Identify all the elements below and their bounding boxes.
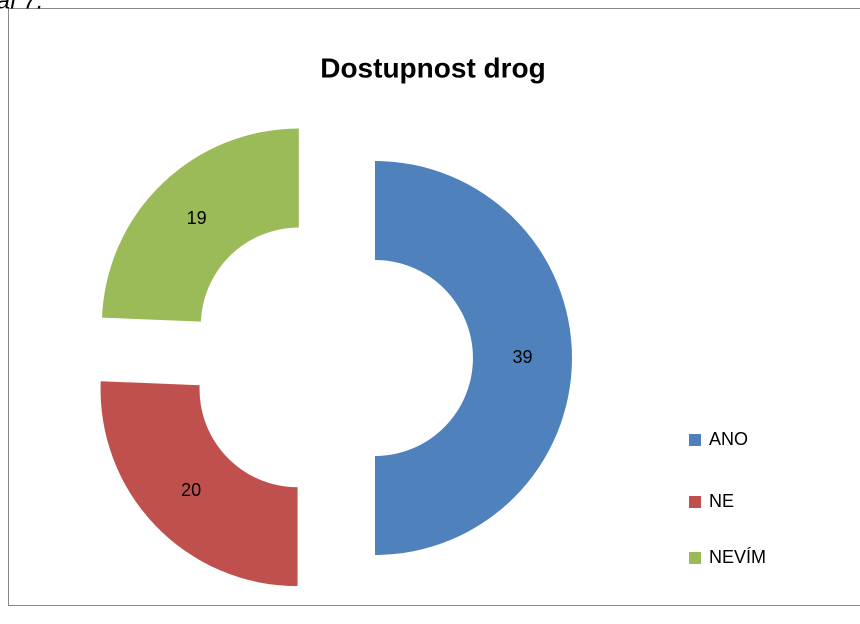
legend-swatch — [689, 552, 701, 564]
data-label: 39 — [512, 347, 532, 367]
legend-swatch — [689, 496, 701, 508]
caption: Graf 7. — [0, 0, 43, 14]
legend-label: ANO — [709, 429, 748, 449]
chart-title: Dostupnost drog — [320, 52, 546, 83]
legend-label: NE — [709, 491, 734, 511]
data-label: 19 — [187, 208, 207, 228]
legend-label: NEVÍM — [709, 547, 766, 567]
data-label: 20 — [181, 480, 201, 500]
legend-swatch — [689, 434, 701, 446]
